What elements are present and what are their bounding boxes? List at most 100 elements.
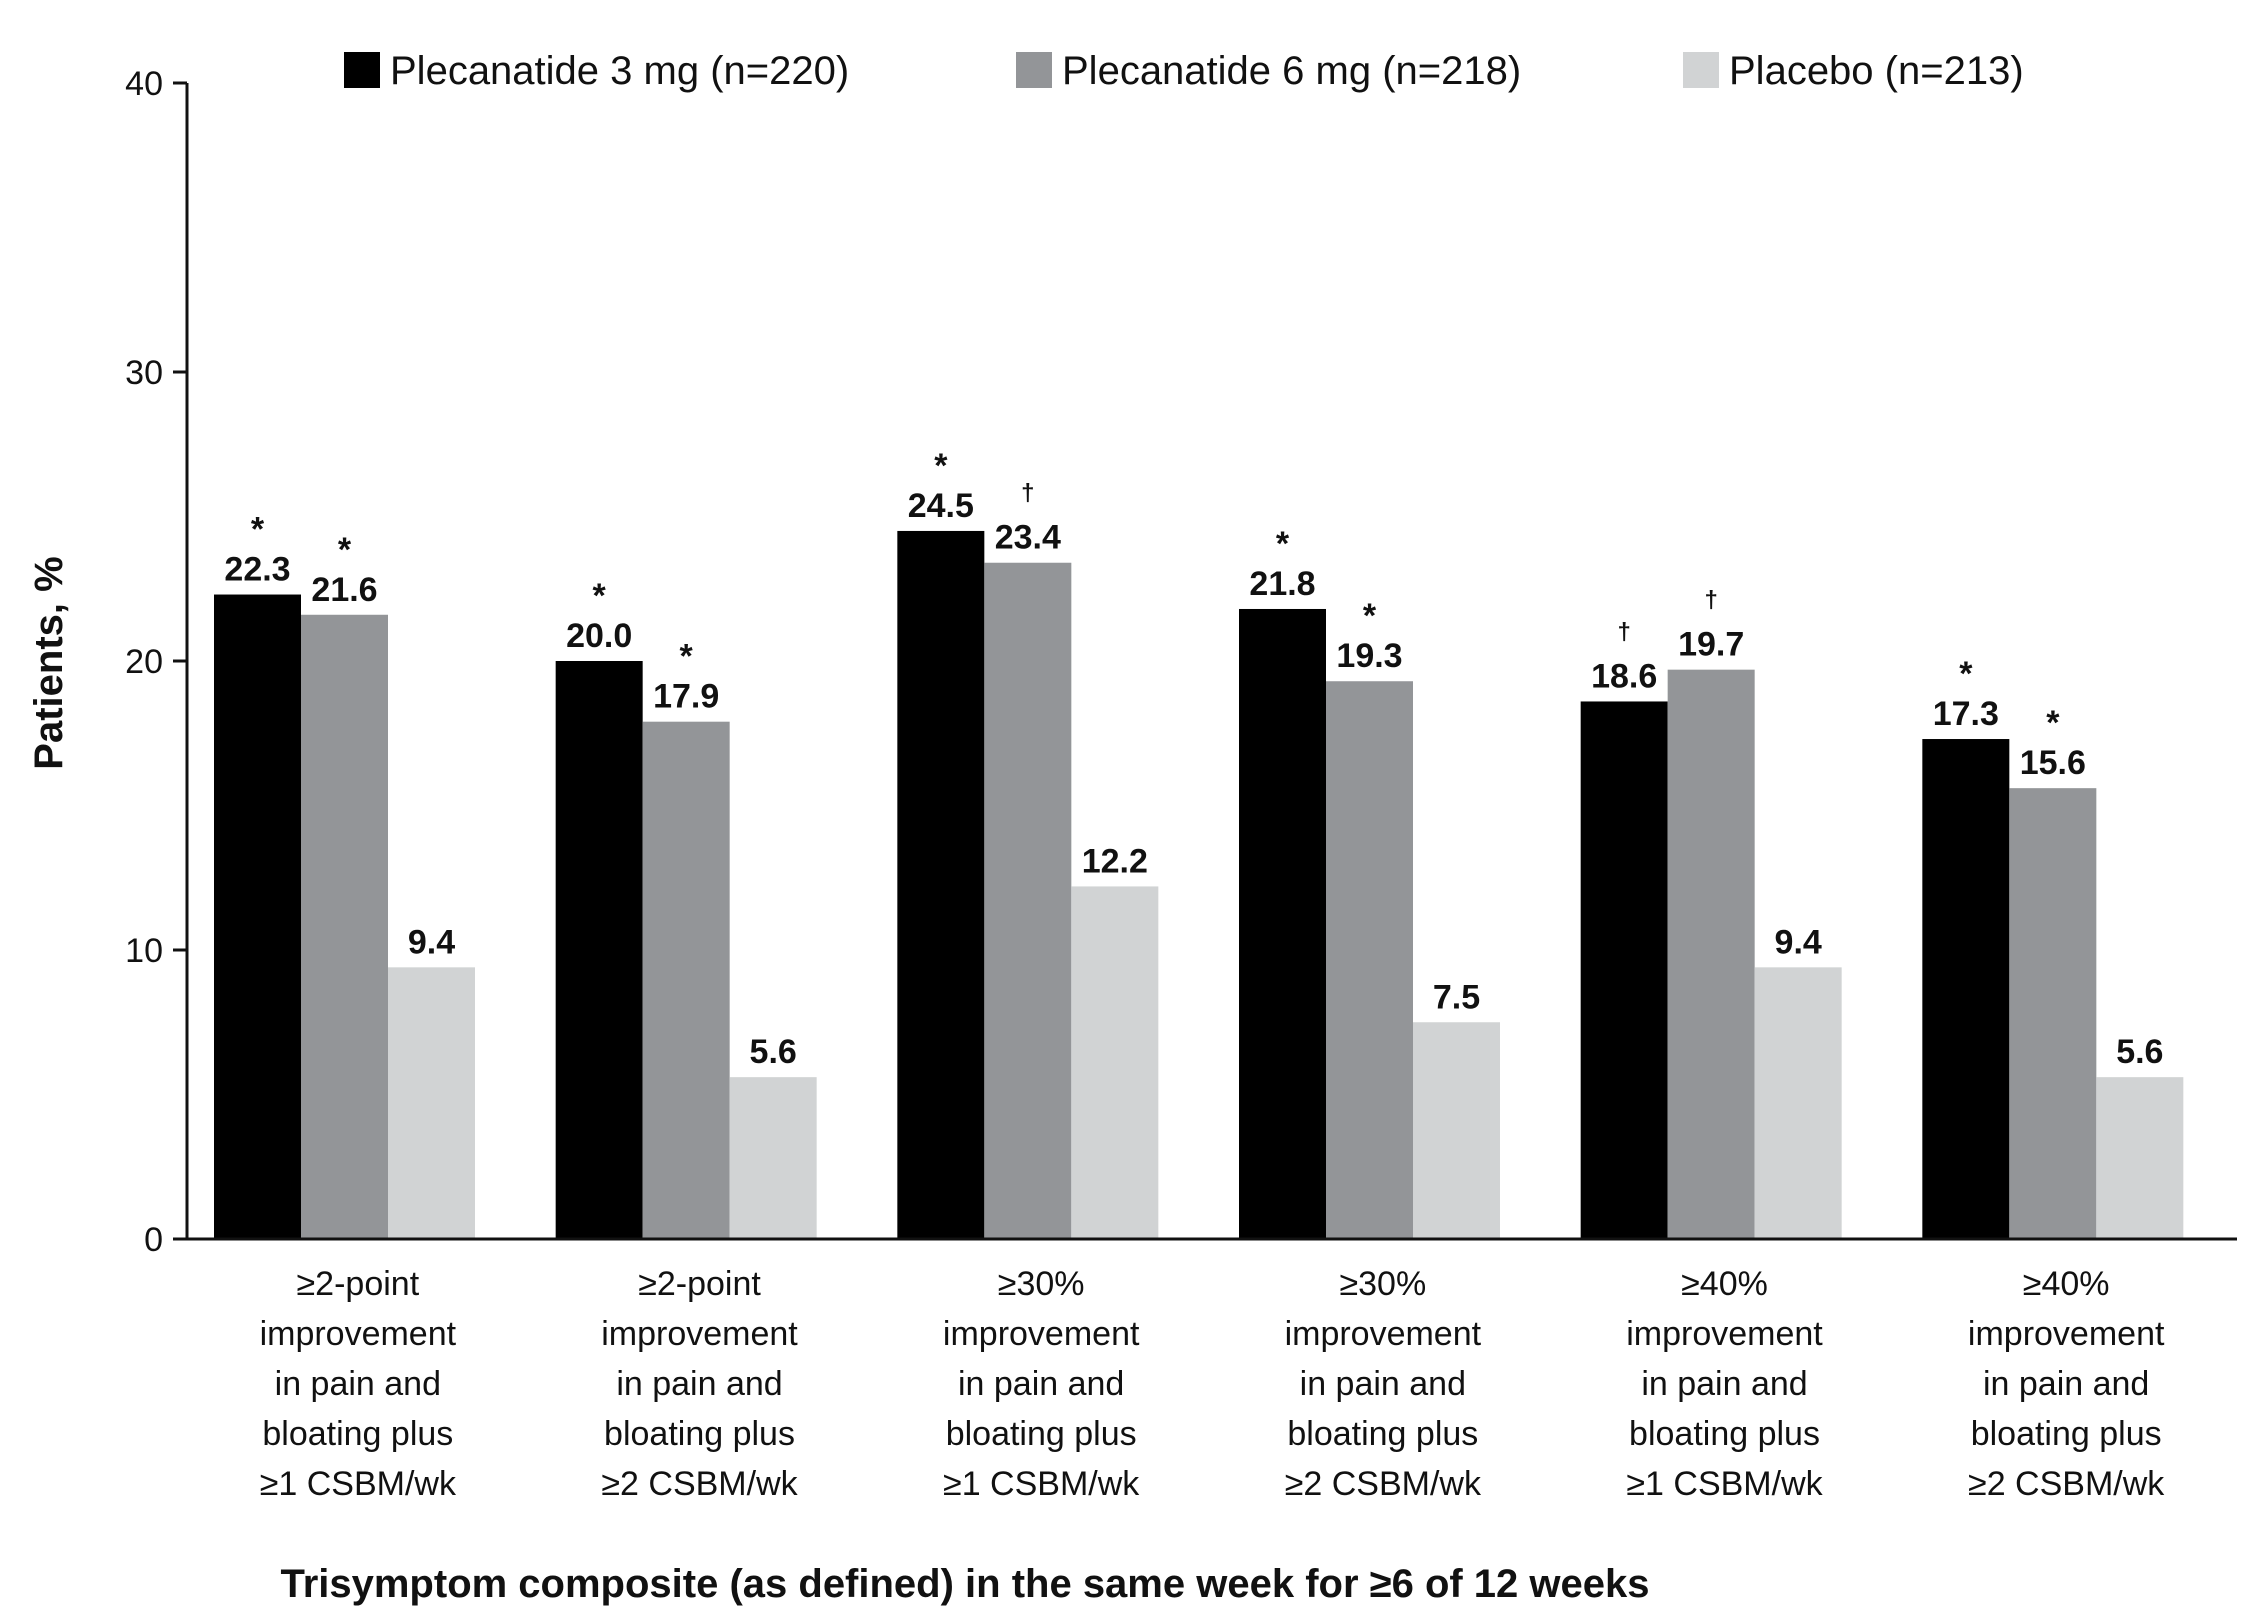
x-tick-label: ≥40% [1681, 1265, 1768, 1303]
bar-group: 22.3*21.6*9.4 [214, 511, 475, 1239]
x-tick-label: ≥2 CSBM/wk [1968, 1465, 2165, 1503]
x-tick-label: ≥1 CSBM/wk [260, 1465, 457, 1503]
data-label: 7.5 [1433, 978, 1480, 1016]
x-tick-label: bloating plus [604, 1415, 795, 1453]
x-tick-label: ≥2-point [638, 1265, 761, 1303]
significance-marker: * [251, 511, 265, 549]
x-tick-label: in pain and [616, 1365, 782, 1403]
x-tick-label: improvement [260, 1315, 457, 1353]
bar-group: 18.6 † 19.7 † 9.4 [1580, 587, 1842, 1239]
data-label: 12.2 [1082, 842, 1148, 880]
y-tick-label: 0 [144, 1221, 163, 1259]
bar [1580, 701, 1668, 1239]
bar [301, 614, 388, 1239]
bar [729, 1077, 817, 1239]
x-tick-label: bloating plus [1287, 1415, 1478, 1453]
x-tick-label: in pain and [1641, 1365, 1807, 1403]
bar-group: 24.5* 23.4 † 12.2 [897, 447, 1159, 1239]
x-tick-label: ≥1 CSBM/wk [943, 1465, 1140, 1503]
bar [1754, 967, 1842, 1239]
bar [214, 594, 301, 1239]
bar-group: 20.0*17.9*5.6 [555, 577, 817, 1239]
data-label: 17.3 [1933, 695, 1999, 733]
x-axis: ≥2-point improvement in pain and bloating p… [187, 1237, 2237, 1503]
y-tick-label: 30 [125, 354, 163, 392]
y-axis-title: Patients, % [27, 556, 71, 769]
x-tick-label: bloating plus [1629, 1415, 1820, 1453]
bar [388, 967, 475, 1239]
y-tick-label: 40 [125, 65, 163, 103]
bars-group: 22.3*21.6*9.420.0*17.9*5.624.5*23.4†12.2… [214, 447, 2184, 1239]
data-label: 5.6 [750, 1033, 797, 1071]
bar [1413, 1022, 1500, 1239]
bar-group: 17.3*15.6*5.6 [1922, 655, 2184, 1239]
bar [555, 661, 643, 1239]
bar [1239, 608, 1326, 1239]
bar [1071, 886, 1159, 1239]
data-label: 9.4 [408, 923, 455, 961]
significance-marker: † [1704, 587, 1717, 614]
x-tick-label: in pain and [958, 1365, 1124, 1403]
legend-label: Plecanatide 3 mg (n=220) [390, 49, 849, 93]
data-label: 5.6 [2116, 1033, 2163, 1071]
data-label: 23.4 [995, 519, 1061, 557]
data-label: 15.6 [2020, 744, 2086, 782]
x-tick-label: ≥2-point [297, 1265, 420, 1303]
significance-marker: * [338, 531, 352, 569]
x-tick-label: ≥2 CSBM/wk [1285, 1465, 1482, 1503]
bar [1326, 681, 1413, 1239]
x-tick-label: ≥30% [998, 1265, 1085, 1303]
x-tick-label: bloating plus [1971, 1415, 2162, 1453]
bar [2009, 788, 2097, 1239]
legend-swatch [344, 52, 380, 88]
y-axis: 0 10 20 30 40 [125, 65, 189, 1259]
bar [984, 562, 1072, 1239]
data-label: 20.0 [566, 617, 632, 655]
data-label: 18.6 [1591, 657, 1657, 695]
significance-marker: * [593, 577, 607, 615]
significance-marker: * [680, 638, 694, 676]
x-tick-label: bloating plus [946, 1415, 1137, 1453]
bar-group: 21.8*19.3*7.5 [1239, 525, 1500, 1239]
x-tick-label: ≥1 CSBM/wk [1626, 1465, 1823, 1503]
data-label: 24.5 [908, 487, 974, 525]
x-tick-label: improvement [943, 1315, 1140, 1353]
significance-marker: * [2046, 704, 2060, 742]
bar [2096, 1077, 2184, 1239]
x-tick-label: ≥30% [1339, 1265, 1426, 1303]
data-label: 19.7 [1678, 626, 1744, 664]
legend: Plecanatide 3 mg (n=220) Plecanatide 6 mg… [344, 49, 2024, 93]
data-label: 9.4 [1775, 923, 1822, 961]
significance-marker: * [934, 447, 948, 485]
bar [1922, 739, 2010, 1239]
x-tick-label: ≥40% [2023, 1265, 2110, 1303]
significance-marker: † [1021, 480, 1034, 507]
significance-marker: * [1959, 655, 1973, 693]
significance-marker: * [1363, 597, 1377, 635]
legend-item: Plecanatide 6 mg (n=218) [1016, 49, 1521, 93]
legend-item: Plecanatide 3 mg (n=220) [344, 49, 849, 93]
x-tick-label: improvement [1285, 1315, 1482, 1353]
x-tick-label: in pain and [1300, 1365, 1466, 1403]
bar [642, 721, 730, 1239]
y-tick-label: 10 [125, 932, 163, 970]
data-label: 17.9 [653, 678, 719, 716]
x-tick-label: bloating plus [262, 1415, 453, 1453]
data-label: 21.8 [1249, 565, 1315, 603]
bar [897, 530, 985, 1239]
significance-marker: * [1276, 525, 1290, 563]
x-axis-title: Trisymptom composite (as defined) in the… [280, 1562, 1649, 1606]
bar [1667, 669, 1755, 1239]
data-label: 22.3 [224, 551, 290, 589]
x-tick-label: improvement [1968, 1315, 2165, 1353]
legend-swatch [1683, 52, 1719, 88]
y-tick-label: 20 [125, 643, 163, 681]
legend-label: Plecanatide 6 mg (n=218) [1062, 49, 1521, 93]
x-tick-label: improvement [1626, 1315, 1823, 1353]
legend-item: Placebo (n=213) [1683, 49, 2024, 93]
legend-label: Placebo (n=213) [1729, 49, 2024, 93]
x-tick-label: ≥2 CSBM/wk [601, 1465, 798, 1503]
x-tick-label: improvement [601, 1315, 798, 1353]
